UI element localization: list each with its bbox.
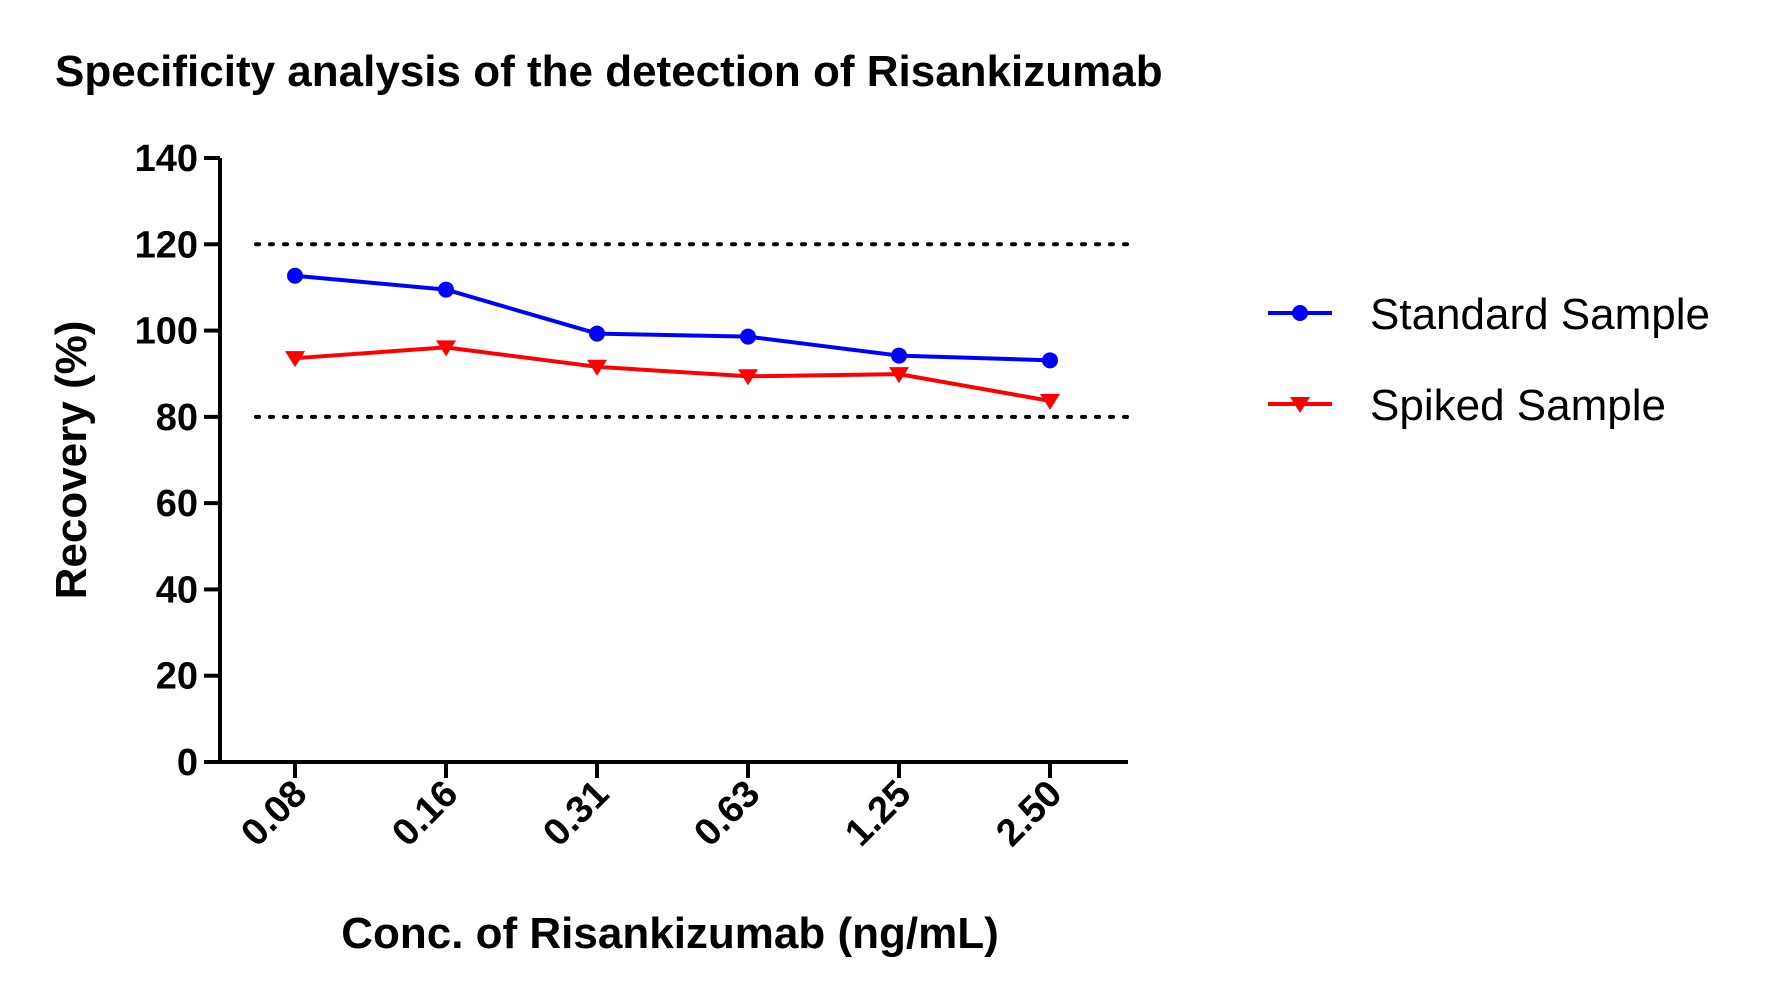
y-tick-label: 140 [135, 138, 198, 180]
data-point-1 [891, 347, 907, 364]
y-tick-label: 20 [156, 656, 198, 698]
x-tick-label: 0.08 [233, 773, 315, 855]
plot-area: 0 20 40 60 80 100 120 140 0.08 0.16 0.31 0.63 1.25 2.… [135, 138, 1140, 855]
data-point-2 [889, 367, 909, 384]
data-point-2 [436, 340, 456, 357]
legend: Standard Sample Spiked Sample [1268, 290, 1710, 430]
data-point-1 [740, 328, 756, 345]
series-line-1 [294, 273, 1051, 363]
x-axis-label: Conc. of Risankizumab (ng/mL) [341, 909, 999, 958]
y-tick-label: 0 [177, 742, 198, 784]
y-tick-label: 80 [156, 397, 198, 439]
data-point-1 [1042, 352, 1058, 369]
legend-marker-2 [1290, 397, 1310, 413]
data-point-1 [438, 281, 454, 298]
series-line-2 [294, 345, 1051, 403]
data-point-2 [285, 351, 305, 368]
y-tick-label: 100 [135, 311, 198, 353]
legend-marker-1 [1292, 305, 1308, 321]
x-tick-label: 0.63 [686, 773, 768, 855]
y-tick-label: 120 [135, 224, 198, 266]
x-tick-label: 1.25 [837, 773, 919, 855]
legend-label-1: Standard Sample [1370, 290, 1710, 339]
x-tick-label: 0.31 [535, 773, 617, 855]
x-tick-label: 0.16 [384, 773, 466, 855]
chart-title: Specificity analysis of the detection of… [55, 47, 1163, 96]
data-point-1 [589, 325, 605, 342]
legend-label-2: Spiked Sample [1370, 381, 1666, 430]
data-point-2 [587, 359, 607, 376]
y-tick-label: 60 [156, 483, 198, 525]
y-axis-label: Recovery (%) [47, 321, 96, 600]
data-point-2 [738, 369, 758, 386]
x-tick-label: 2.50 [988, 773, 1070, 855]
data-point-1 [287, 267, 303, 284]
data-point-2 [1040, 393, 1060, 410]
y-tick-label: 40 [156, 569, 198, 611]
